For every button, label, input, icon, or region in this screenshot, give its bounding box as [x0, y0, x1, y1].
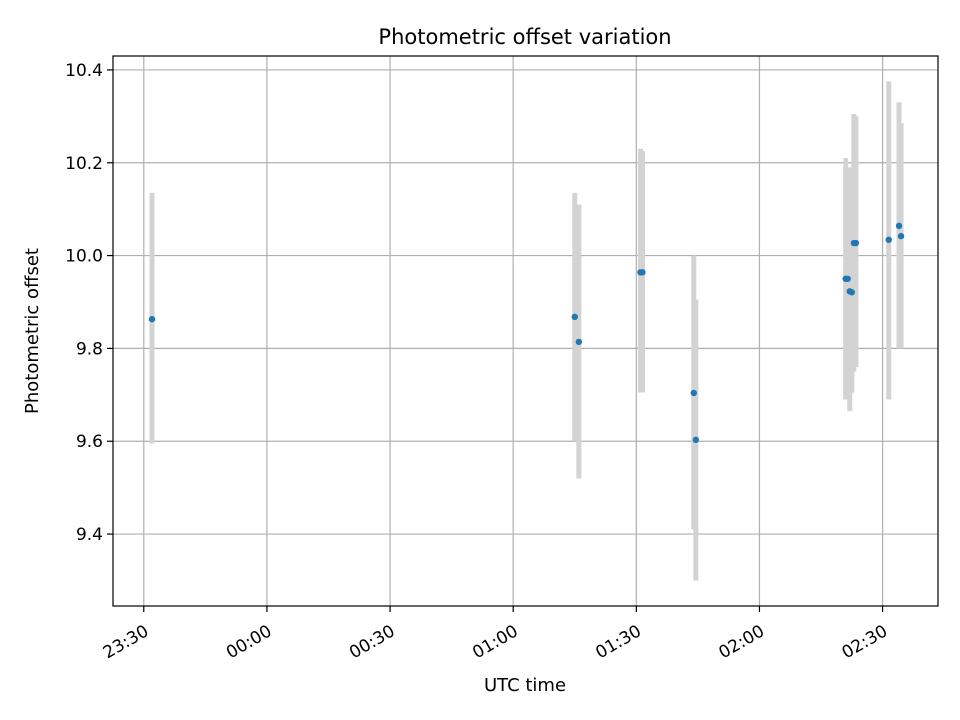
data-point	[895, 222, 903, 230]
data-point	[690, 389, 697, 397]
y-tick-label: 10.0	[65, 247, 103, 267]
data-point	[692, 436, 700, 444]
chart-title: Photometric offset variation	[378, 25, 671, 49]
data-point	[639, 269, 646, 276]
data-point	[148, 315, 156, 323]
y-tick-label: 9.4	[76, 525, 103, 545]
data-point	[885, 236, 892, 243]
y-tick-label: 9.8	[76, 339, 103, 359]
data-point	[897, 232, 905, 240]
data-point	[575, 338, 583, 346]
data-point	[844, 275, 851, 282]
y-tick-label: 9.6	[76, 432, 103, 452]
data-points	[148, 222, 905, 444]
y-tick-label: 10.4	[65, 61, 103, 81]
plot-frame	[112, 55, 939, 607]
x-axis-label: UTC time	[484, 675, 566, 696]
data-point	[852, 239, 860, 247]
y-axis-label: Photometric offset	[22, 248, 43, 414]
data-point	[848, 289, 856, 296]
grid	[113, 56, 938, 606]
data-point	[571, 313, 578, 321]
y-tick-label: 10.2	[65, 154, 103, 174]
